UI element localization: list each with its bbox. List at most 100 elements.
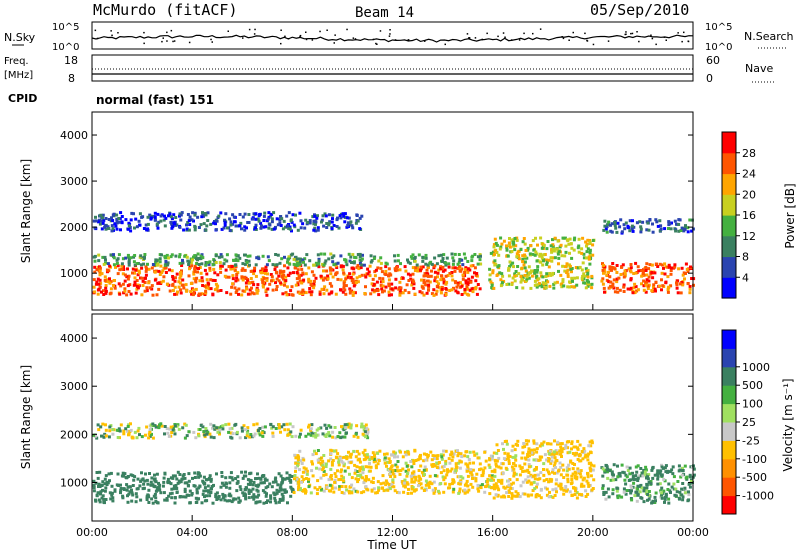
power-cell: [119, 211, 123, 215]
velocity-cell: [410, 477, 414, 481]
power-cell: [236, 224, 240, 228]
power-cell: [266, 272, 269, 276]
velocity-cell: [107, 472, 111, 476]
power-cell: [568, 285, 571, 289]
velocity-cell: [631, 475, 635, 478]
velocity-cell: [506, 456, 510, 460]
velocity-cell: [293, 453, 297, 457]
power-cell: [176, 290, 179, 294]
power-cell: [287, 211, 291, 215]
power-cell: [255, 291, 259, 295]
velocity-cell: [583, 455, 587, 459]
power-cell: [397, 287, 401, 291]
power-cell: [281, 277, 285, 281]
velocity-cell: [527, 439, 530, 443]
velocity-cell: [301, 489, 305, 493]
station-title: McMurdo (fitACF): [93, 1, 238, 19]
power-cell: [155, 222, 159, 226]
noise-search-dot: [299, 35, 301, 38]
velocity-cell: [465, 479, 469, 483]
velocity-cell: [145, 496, 149, 500]
velocity-cell: [511, 444, 515, 448]
power-cell: [436, 271, 440, 275]
velocity-cell: [170, 487, 174, 491]
velocity-cell: [521, 480, 525, 484]
velocity-cell: [300, 462, 304, 465]
velocity-cell: [169, 425, 173, 429]
power-cell: [243, 212, 247, 216]
velocity-cell: [492, 496, 496, 500]
velocity-cell: [208, 432, 212, 436]
power-cell: [204, 261, 208, 264]
power-cell: [148, 286, 152, 290]
power-cell: [419, 265, 423, 269]
power-cell: [336, 261, 340, 265]
power-cell: [566, 285, 570, 289]
velocity-cell: [507, 483, 511, 487]
velocity-cell: [484, 459, 488, 463]
power-cell: [133, 280, 137, 284]
velocity-colorbar-swatch: [722, 366, 736, 386]
power-cell: [493, 249, 497, 253]
velocity-cell: [371, 451, 375, 455]
power-cell: [540, 254, 544, 258]
velocity-cell: [188, 489, 192, 493]
noise-search-dot: [630, 32, 632, 35]
power-cell: [301, 288, 305, 292]
velocity-cell: [646, 477, 650, 481]
power-colorbar-swatch: [722, 173, 736, 195]
power-cell: [550, 273, 554, 277]
velocity-cell: [444, 449, 448, 453]
power-cell: [366, 272, 370, 276]
power-cell: [255, 288, 259, 292]
power-cell: [555, 280, 559, 284]
noise-search-dot: [110, 30, 112, 32]
power-cell: [563, 269, 567, 273]
power-cell: [387, 284, 391, 288]
velocity-cell: [430, 482, 434, 486]
power-cell: [327, 221, 331, 225]
noise-left-tick-top: 10^5: [52, 22, 79, 33]
power-cell: [299, 226, 303, 230]
power-cell: [110, 216, 113, 220]
velocity-cell: [635, 470, 639, 474]
velocity-colorbar-tick-label: -25: [742, 434, 760, 447]
velocity-cell: [617, 494, 621, 498]
power-cell: [156, 226, 160, 230]
velocity-cell: [678, 497, 681, 501]
power-cell: [135, 262, 139, 266]
power-cell: [105, 268, 109, 272]
power-cell: [160, 271, 164, 275]
velocity-cell: [488, 457, 492, 460]
velocity-cell: [668, 489, 672, 493]
power-cell: [420, 278, 423, 282]
power-cell: [115, 213, 119, 217]
velocity-cell: [397, 491, 401, 495]
power-cell: [218, 261, 222, 265]
power-cell: [138, 223, 141, 227]
power-cell: [99, 213, 103, 217]
power-cell: [460, 258, 464, 262]
power-cell: [527, 276, 531, 280]
power-cell: [605, 230, 609, 234]
power-cell: [93, 226, 97, 230]
velocity-cell: [564, 446, 568, 450]
velocity-cell: [489, 454, 493, 458]
velocity-cell: [219, 498, 223, 502]
velocity-cell: [559, 465, 563, 469]
power-cell: [609, 223, 612, 227]
velocity-cell: [299, 488, 302, 492]
power-cell: [261, 254, 265, 258]
velocity-cell: [356, 490, 360, 494]
velocity-cell: [589, 450, 592, 454]
power-cell: [359, 266, 363, 270]
power-cell: [92, 285, 96, 289]
power-cell: [144, 265, 148, 269]
velocity-cell: [653, 501, 657, 504]
power-cell: [231, 274, 235, 278]
power-cell: [192, 277, 196, 281]
power-cell: [470, 259, 474, 263]
power-cell: [535, 259, 539, 263]
velocity-cell: [102, 500, 106, 504]
power-cell: [586, 271, 590, 275]
